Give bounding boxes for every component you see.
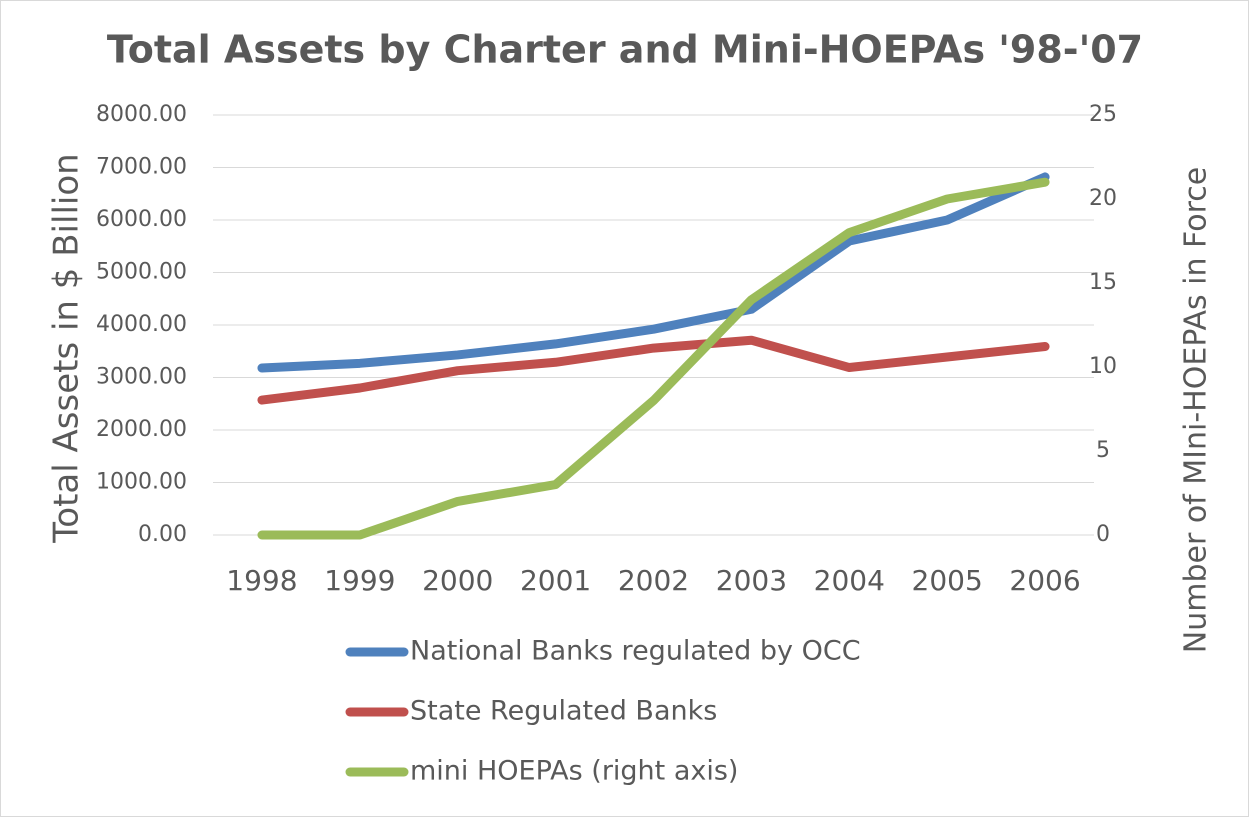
series-line (257, 335, 1050, 405)
y2-axis-title: Number of MIni-HOEPAs in Force (1179, 167, 1214, 653)
y-tick-label: 2000.00 (96, 417, 187, 442)
x-tick-label: 2004 (814, 564, 885, 597)
y-tick-label: 0.00 (138, 522, 187, 547)
chart-title: Total Assets by Charter and Mini-HOEPAs … (107, 28, 1143, 72)
legend-label: State Regulated Banks (410, 696, 717, 727)
y-axis-title: Total Assets in $ Billion (47, 153, 87, 543)
x-tick-label: 1998 (226, 564, 297, 597)
x-tick-label: 2006 (1009, 564, 1080, 597)
x-tick-label: 2003 (716, 564, 787, 597)
legend-label: mini HOEPAs (right axis) (410, 756, 738, 787)
y2-tick-label: 15 (1089, 270, 1117, 295)
y2-tick-label: 10 (1089, 354, 1117, 379)
y2-tick-label: 5 (1096, 438, 1110, 463)
y-tick-label: 8000.00 (96, 102, 187, 127)
y-tick-label: 6000.00 (96, 207, 187, 232)
y-tick-label: 5000.00 (96, 260, 187, 285)
x-tick-label: 2001 (520, 564, 591, 597)
y-tick-label: 3000.00 (96, 365, 187, 390)
x-tick-label: 2005 (912, 564, 983, 597)
legend-label: National Banks regulated by OCC (410, 636, 861, 667)
y-tick-label: 4000.00 (96, 312, 187, 337)
x-tick-label: 2002 (618, 564, 689, 597)
x-tick-label: 1999 (324, 564, 395, 597)
series-line (257, 172, 1050, 373)
y-tick-label: 7000.00 (96, 155, 187, 180)
series-line (257, 177, 1050, 540)
y2-tick-label: 0 (1096, 522, 1110, 547)
x-tick-label: 2000 (422, 564, 493, 597)
y2-tick-label: 25 (1089, 102, 1117, 127)
y2-tick-label: 20 (1089, 186, 1117, 211)
y-tick-label: 1000.00 (96, 470, 187, 495)
